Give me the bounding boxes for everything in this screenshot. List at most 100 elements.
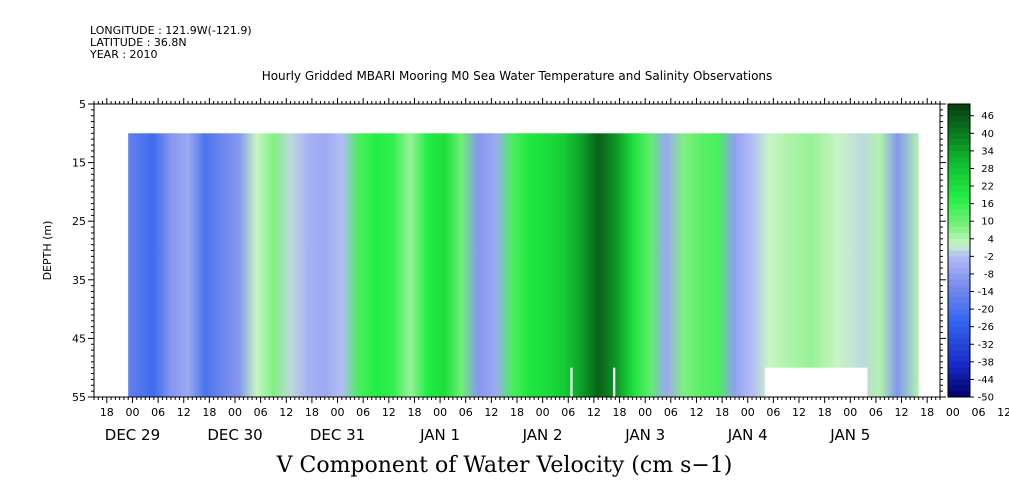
- x-tick-label: 12: [279, 406, 293, 419]
- colorbar-label: -38: [978, 357, 994, 368]
- colorbar-label: -32: [978, 340, 994, 351]
- x-tick-label: 06: [869, 406, 883, 419]
- variable-title: V Component of Water Velocity (cm s−1): [276, 453, 733, 478]
- colorbar-band: [948, 355, 970, 363]
- colorbar-band: [948, 303, 970, 310]
- colorbar-band: [948, 139, 970, 146]
- day-label: DEC 31: [310, 426, 365, 444]
- colorbar-band: [948, 215, 970, 222]
- x-tick-label: 06: [971, 406, 985, 419]
- colorbar-label: 46: [981, 111, 994, 122]
- x-tick-label: 18: [613, 406, 627, 419]
- x-tick-label: 06: [254, 406, 268, 419]
- colorbar-band: [948, 268, 970, 275]
- x-tick-label: 18: [407, 406, 421, 419]
- colorbar-band: [948, 209, 970, 216]
- latitude-label: LATITUDE : 36.8N: [90, 36, 187, 49]
- colorbar-label: 16: [981, 199, 994, 210]
- x-tick-label: 18: [818, 406, 832, 419]
- y-tick-label: 15: [72, 157, 86, 170]
- colorbar-band: [948, 162, 970, 169]
- x-tick-label: 12: [484, 406, 498, 419]
- colorbar-label: 34: [981, 146, 994, 157]
- colorbar: 46 40 34 28 22 16 10 4 -2 -8 -14 -20 -26 -32 -38 -44 -50: [947, 103, 994, 404]
- x-tick-label: 00: [331, 406, 345, 419]
- colorbar-label: 40: [981, 129, 994, 140]
- colorbar-label: -44: [978, 375, 994, 386]
- colorbar-band: [948, 250, 970, 257]
- day-label: DEC 29: [105, 426, 160, 444]
- x-tick-label: 00: [946, 406, 960, 419]
- colorbar-band: [948, 361, 970, 368]
- colorbar-band: [948, 332, 970, 339]
- day-label: JAN 5: [829, 426, 870, 444]
- colorbar-band: [948, 186, 970, 193]
- colorbar-label: -14: [978, 287, 994, 298]
- x-tick-label: 18: [510, 406, 524, 419]
- y-tick-label: 5: [79, 98, 86, 111]
- colorbar-band: [948, 203, 970, 210]
- colorbar-band: [948, 244, 970, 251]
- x-tick-label: 18: [305, 406, 319, 419]
- y-tick-label: 35: [72, 274, 86, 287]
- x-axis: 18 00 06 12 18 00 06 12 18 00 06 12 18 00 06 12 18 00 06 12…: [93, 98, 1009, 444]
- chart-title: Hourly Gridded MBARI Mooring M0 Sea Wate…: [261, 69, 773, 83]
- x-tick-label: 06: [561, 406, 575, 419]
- colorbar-band: [948, 227, 970, 234]
- x-tick-label: 00: [228, 406, 242, 419]
- day-label: JAN 1: [419, 426, 460, 444]
- colorbar-band: [948, 180, 970, 187]
- x-tick-label: 12: [997, 406, 1009, 419]
- colorbar-band: [948, 145, 970, 152]
- colorbar-band: [948, 326, 970, 333]
- x-tick-label: 18: [100, 406, 114, 419]
- y-axis-label: DEPTH (m): [41, 221, 54, 281]
- colorbar-label: 10: [981, 217, 994, 228]
- colorbar-band: [948, 256, 970, 263]
- x-tick-label: 06: [459, 406, 473, 419]
- longitude-label: LONGITUDE : 121.9W(-121.9): [90, 24, 252, 37]
- colorbar-band: [948, 197, 970, 204]
- colorbar-band: [948, 168, 970, 175]
- x-tick-label: 12: [177, 406, 191, 419]
- colorbar-band: [948, 273, 970, 281]
- colorbar-band: [948, 221, 970, 228]
- colorbar-band: [948, 279, 970, 286]
- day-label: JAN 2: [522, 426, 563, 444]
- x-tick-label: 00: [638, 406, 652, 419]
- colorbar-band: [948, 297, 970, 304]
- colorbar-band: [948, 109, 970, 117]
- colorbar-band: [948, 104, 970, 111]
- x-tick-label: 12: [382, 406, 396, 419]
- colorbar-band: [948, 314, 970, 322]
- colorbar-label: -50: [978, 393, 994, 404]
- colorbar-band: [948, 320, 970, 327]
- year-label: YEAR : 2010: [90, 48, 158, 61]
- colorbar-band: [948, 338, 970, 345]
- colorbar-label: 22: [981, 182, 994, 193]
- y-tick-label: 55: [72, 391, 86, 404]
- x-tick-label: 12: [792, 406, 806, 419]
- colorbar-label: 28: [981, 164, 994, 175]
- x-tick-label: 12: [895, 406, 909, 419]
- velocity-field: [128, 133, 919, 398]
- colorbar-band: [948, 174, 970, 181]
- colorbar-band: [948, 350, 970, 357]
- colorbar-band: [948, 121, 970, 128]
- colorbar-label: 4: [988, 234, 994, 245]
- x-tick-label: 18: [202, 406, 216, 419]
- colorbar-band: [948, 191, 970, 199]
- x-tick-label: 06: [151, 406, 165, 419]
- x-tick-label: 00: [536, 406, 550, 419]
- colorbar-band: [948, 156, 970, 163]
- colorbar-band: [948, 238, 970, 245]
- colorbar-band: [948, 285, 970, 292]
- plot-area: [93, 103, 941, 398]
- x-tick-label: 06: [766, 406, 780, 419]
- missing-data-region: [570, 367, 573, 397]
- colorbar-label: -2: [984, 252, 994, 263]
- colorbar-band: [948, 232, 970, 240]
- colorbar-band: [948, 262, 970, 269]
- colorbar-label: -8: [984, 269, 994, 280]
